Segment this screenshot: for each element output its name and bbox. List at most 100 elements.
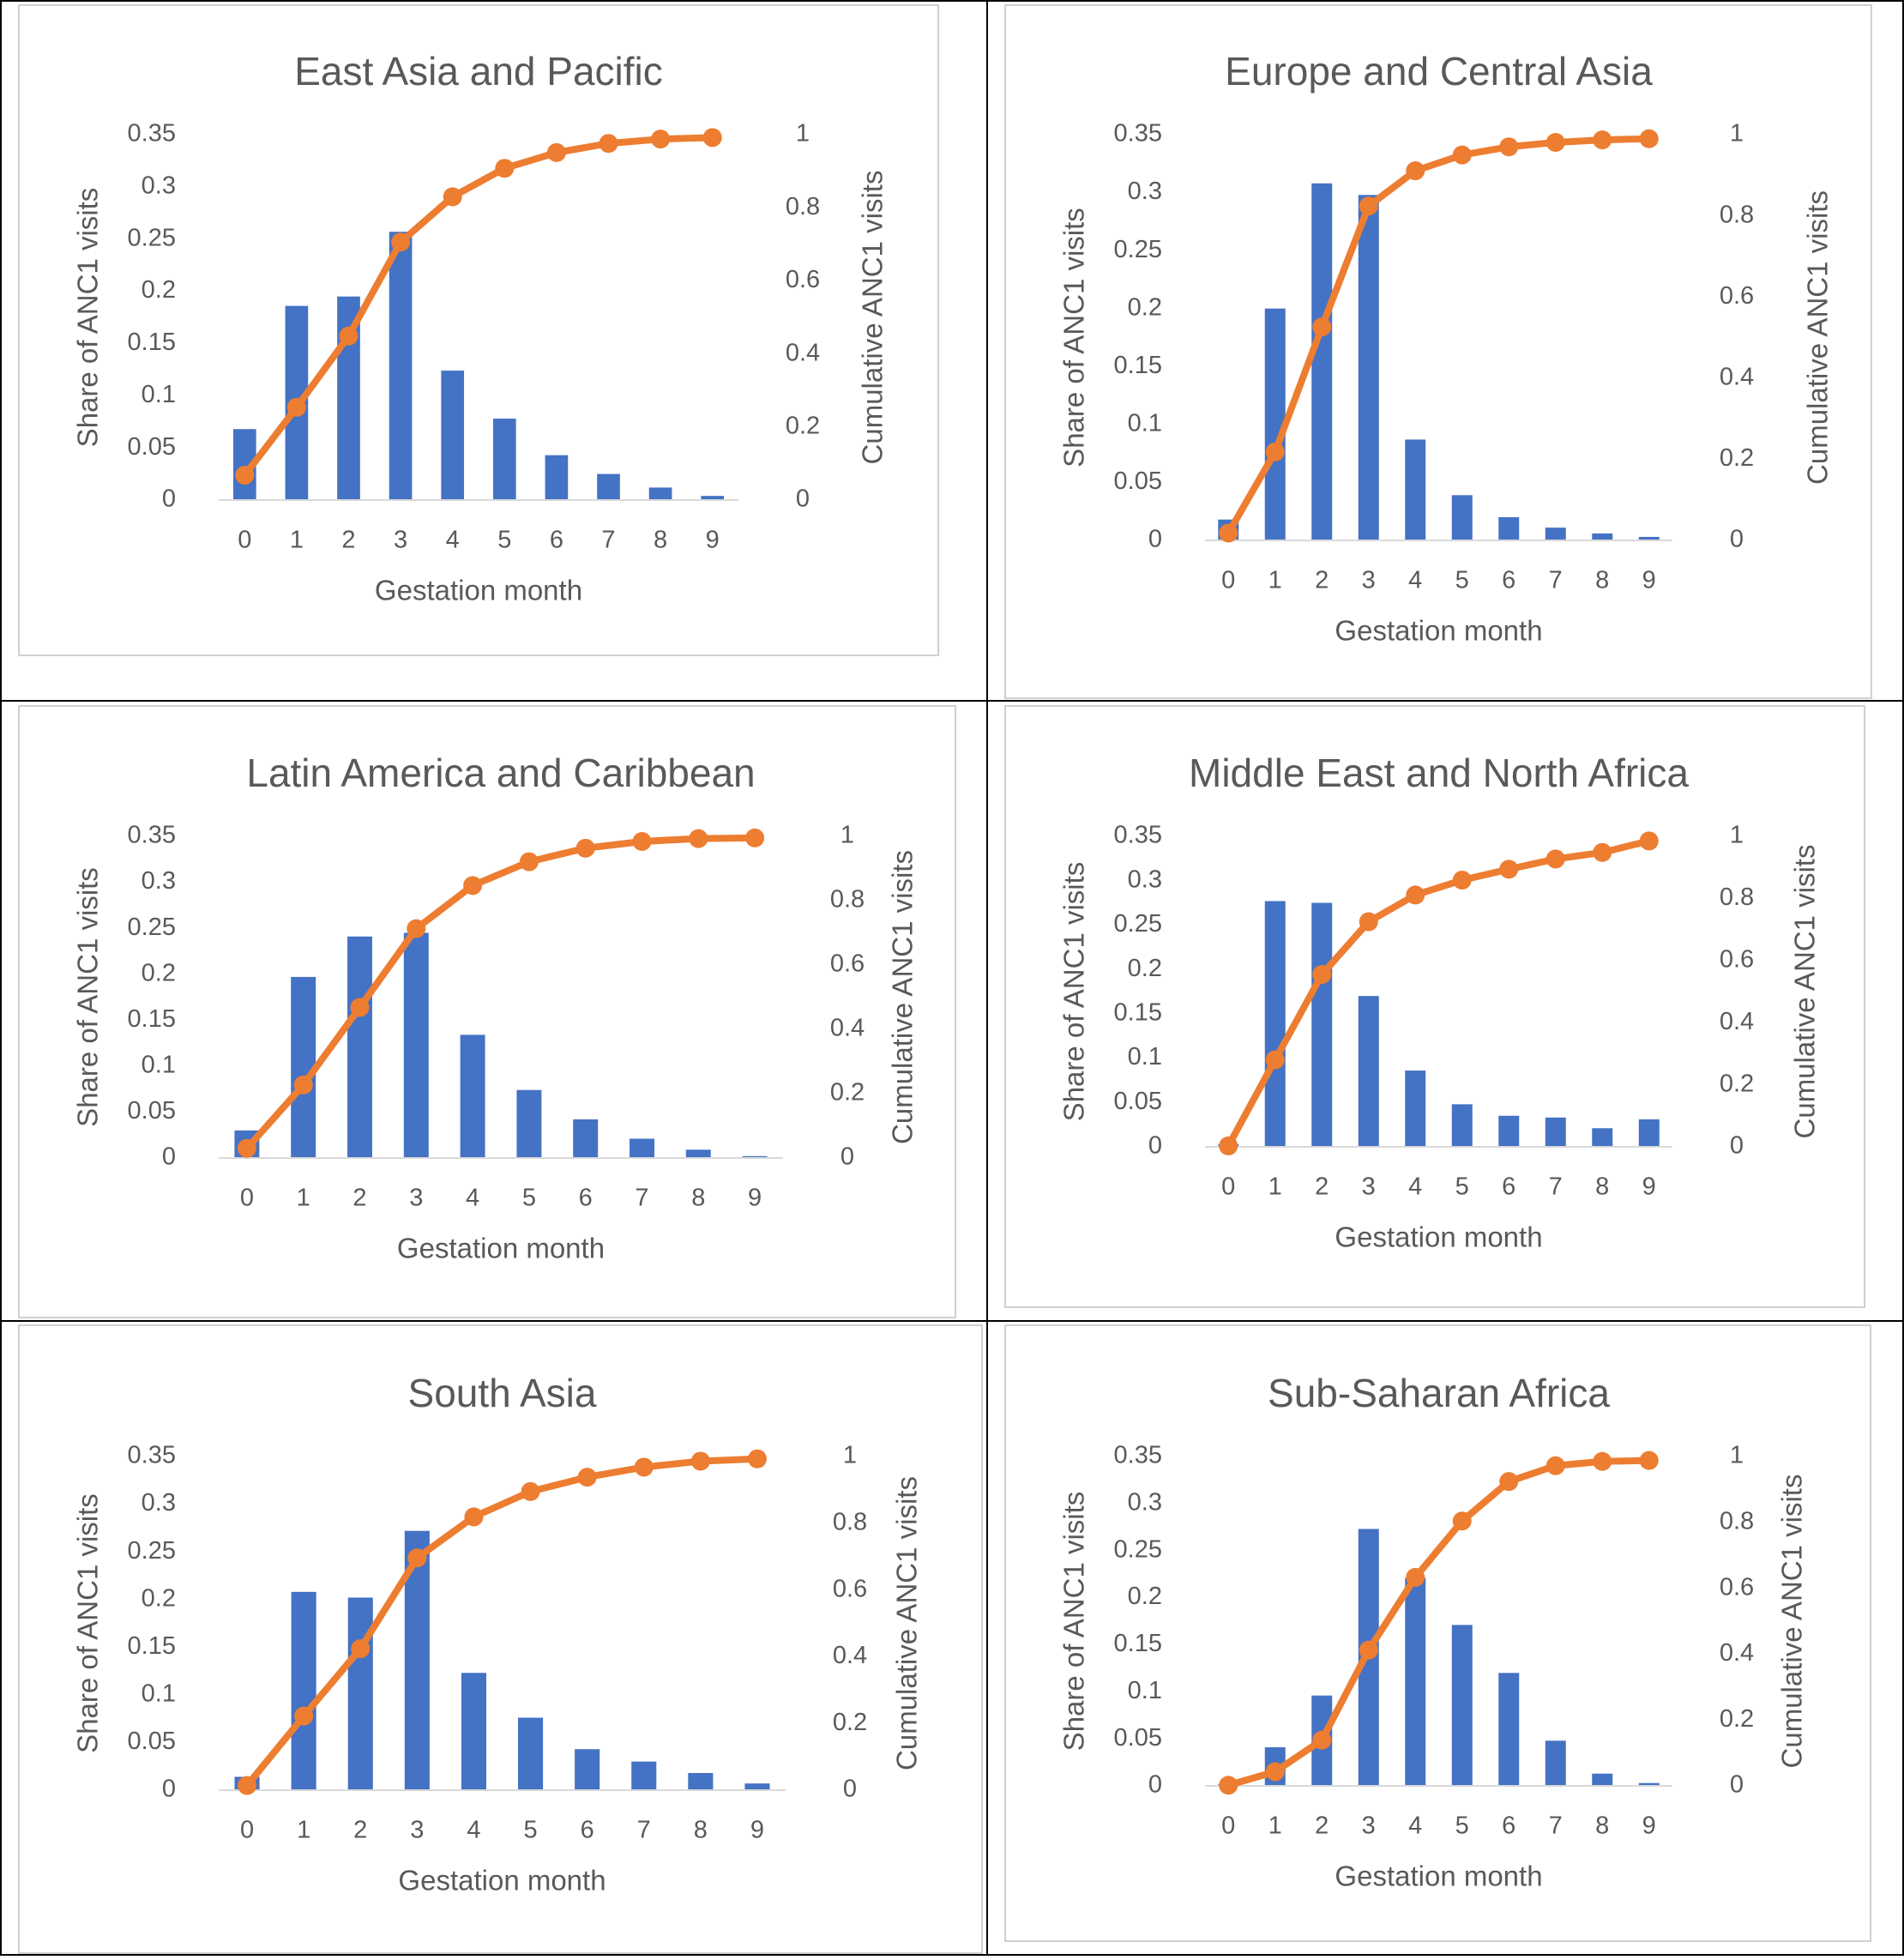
x-tick-label: 3 <box>1362 1812 1376 1840</box>
line-point <box>599 134 618 154</box>
x-tick-label: 7 <box>1549 1812 1563 1840</box>
x-tick-label: 4 <box>446 527 460 554</box>
y-tick-label: 0.05 <box>128 1097 176 1125</box>
y-tick-label: 0.35 <box>128 120 176 148</box>
y2-axis-title: Cumulative ANC1 visits <box>1776 1475 1808 1769</box>
line-point <box>286 397 306 417</box>
x-tick-label: 8 <box>1595 1173 1609 1201</box>
x-tick-label: 6 <box>1502 1173 1515 1201</box>
y2-tick-label: 0.8 <box>1720 201 1754 228</box>
bar <box>291 1591 316 1790</box>
y-tick-label: 0.25 <box>1114 236 1162 263</box>
line-point <box>1499 137 1519 157</box>
line-point <box>702 128 722 148</box>
x-tick-label: 7 <box>637 1817 651 1844</box>
y-axis-title: Share of ANC1 visits <box>72 188 104 448</box>
x-tick-label: 0 <box>240 1185 254 1212</box>
bar <box>1638 1782 1660 1786</box>
y2-tick-label: 0.8 <box>786 193 820 220</box>
chart-title: East Asia and Pacific <box>294 49 663 93</box>
line-point <box>1452 145 1472 165</box>
x-tick-label: 9 <box>1642 567 1656 594</box>
x-tick-label: 6 <box>550 527 563 554</box>
cumulative-line <box>1225 837 1653 1149</box>
y-tick-label: 0.3 <box>1128 865 1162 893</box>
x-tick-label: 7 <box>635 1185 648 1212</box>
line-point <box>1219 1776 1238 1795</box>
y2-tick-label: 0 <box>841 1143 854 1171</box>
x-tick-label: 2 <box>341 527 355 554</box>
y2-tick-label: 0.4 <box>1720 1008 1754 1035</box>
y-axis-title: Share of ANC1 visits <box>1058 862 1090 1122</box>
line-point <box>1499 859 1519 879</box>
cumulative-line <box>244 1455 761 1789</box>
y-tick-label: 0.2 <box>142 959 176 986</box>
line-point <box>1359 912 1378 932</box>
x-tick-label: 3 <box>1362 567 1376 594</box>
y-tick-label: 0.25 <box>128 914 176 941</box>
y-tick-label: 0.2 <box>1128 1583 1162 1610</box>
x-tick-label: 4 <box>1408 1173 1422 1201</box>
line-point <box>1545 132 1565 152</box>
y-tick-label: 0.2 <box>142 276 176 304</box>
y-tick-label: 0.25 <box>1114 1535 1162 1563</box>
x-axis-title: Gestation month <box>375 575 582 606</box>
x-tick-label: 9 <box>1642 1173 1656 1201</box>
x-axis-title: Gestation month <box>1335 1860 1542 1892</box>
line-point <box>577 1468 597 1487</box>
line-point <box>575 838 595 858</box>
x-tick-label: 8 <box>694 1817 708 1844</box>
x-tick-label: 6 <box>1502 567 1515 594</box>
y2-tick-label: 1 <box>843 1442 857 1469</box>
y-tick-label: 0.35 <box>128 822 176 849</box>
bar <box>1311 183 1333 540</box>
bar <box>1264 901 1286 1147</box>
bar <box>291 976 316 1158</box>
y2-tick-label: 0.2 <box>830 1079 865 1107</box>
bar <box>347 1597 373 1790</box>
chart-panel: Sub-Saharan Africa00.050.10.150.20.250.3… <box>1004 1324 1871 1942</box>
line-point <box>1265 442 1285 461</box>
x-tick-label: 5 <box>1455 1173 1469 1201</box>
y-axis-title: Share of ANC1 visits <box>72 1493 104 1753</box>
x-tick-label: 7 <box>1549 1173 1563 1201</box>
line-point <box>1219 523 1238 543</box>
y-tick-label: 0.1 <box>142 1052 176 1079</box>
y-tick-label: 0.1 <box>1128 1043 1162 1070</box>
y-tick-label: 0.15 <box>128 1632 176 1660</box>
bar <box>403 932 429 1158</box>
chart-panel: South Asia00.050.10.150.20.250.30.3500.2… <box>18 1324 983 1954</box>
y2-tick-label: 0 <box>843 1776 857 1803</box>
y2-tick-label: 0.4 <box>833 1642 867 1669</box>
line-point <box>1452 1511 1472 1531</box>
y2-tick-label: 0.2 <box>786 412 820 439</box>
bar <box>1498 1673 1520 1786</box>
bar <box>1451 1625 1473 1786</box>
y2-tick-label: 1 <box>1730 120 1744 148</box>
y2-tick-label: 0.6 <box>1720 945 1754 973</box>
bar <box>1264 308 1286 540</box>
x-tick-label: 9 <box>750 1817 764 1844</box>
bar <box>1545 1117 1566 1147</box>
line-point <box>464 1507 484 1527</box>
chart-panel-border <box>18 1324 983 1954</box>
bar <box>1405 1577 1426 1786</box>
cumulative-line <box>241 134 716 479</box>
y-axis-title: Share of ANC1 visits <box>1058 1492 1090 1752</box>
bar <box>1592 1128 1613 1147</box>
bar <box>441 371 465 500</box>
x-tick-label: 2 <box>1315 567 1329 594</box>
y-axis-title: Share of ANC1 visits <box>1058 208 1090 467</box>
y2-axis-title: Cumulative ANC1 visits <box>887 850 919 1144</box>
x-tick-label: 6 <box>579 1185 593 1212</box>
line-point <box>351 1639 371 1659</box>
x-tick-label: 8 <box>691 1185 705 1212</box>
cumulative-line <box>243 834 759 1152</box>
y2-tick-label: 0.6 <box>833 1575 867 1602</box>
x-tick-label: 3 <box>409 1185 423 1212</box>
bar <box>518 1717 544 1790</box>
line-point <box>339 326 359 346</box>
line-point <box>391 232 411 252</box>
x-tick-label: 1 <box>1268 567 1282 594</box>
